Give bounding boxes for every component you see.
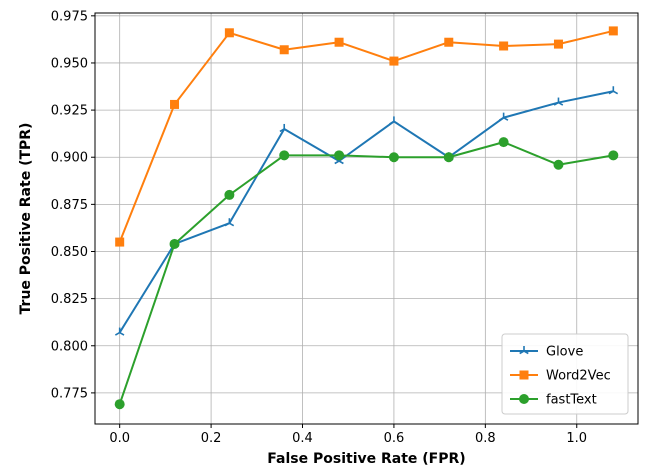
legend-label: fastText	[546, 393, 597, 408]
y-tick-label: 0.925	[51, 104, 88, 119]
legend-label: Glove	[546, 345, 583, 360]
data-point	[444, 37, 454, 47]
y-axis-label: True Positive Rate (TPR)	[18, 123, 34, 315]
data-point	[499, 41, 509, 51]
legend-marker	[519, 370, 529, 380]
ticks: 0.0 0.2 0.4 0.6 0.8 1.0 0.775 0.800 0.825 0.850 0.…	[51, 9, 587, 446]
legend-item: Glove	[510, 345, 583, 360]
data-point	[114, 399, 125, 410]
y-tick-label: 0.900	[51, 151, 88, 166]
data-point	[553, 39, 563, 49]
data-point	[279, 45, 289, 55]
legend-marker	[519, 394, 529, 404]
y-tick-label: 0.975	[51, 9, 88, 24]
data-point	[170, 99, 180, 109]
data-point	[224, 28, 234, 38]
data-point	[389, 116, 399, 125]
x-tick-label: 0.0	[109, 431, 130, 446]
data-point	[224, 218, 235, 227]
series-fasttext	[114, 137, 619, 410]
y-tick-label: 0.800	[51, 339, 88, 354]
data-point	[608, 86, 619, 95]
series-line	[118, 141, 614, 405]
series-layer	[114, 26, 619, 410]
y-tick-label: 0.950	[51, 56, 88, 71]
series-line	[118, 29, 614, 243]
data-point	[334, 37, 344, 47]
data-point	[334, 150, 345, 161]
legend-item: Word2Vec	[510, 369, 611, 384]
data-point	[608, 26, 618, 36]
data-point	[498, 137, 509, 148]
data-point	[224, 189, 235, 200]
series-line	[118, 90, 614, 334]
legend-item: fastText	[510, 393, 597, 408]
x-tick-label: 0.8	[475, 431, 496, 446]
data-point	[279, 150, 290, 161]
plot-frame	[94, 12, 639, 425]
y-tick-label: 0.775	[51, 386, 88, 401]
data-point	[115, 237, 125, 247]
x-tick-label: 0.6	[384, 431, 405, 446]
y-tick-label: 0.825	[51, 292, 88, 307]
data-point	[114, 327, 125, 336]
x-axis-label: False Positive Rate (FPR)	[267, 451, 465, 467]
y-tick-label: 0.850	[51, 245, 88, 260]
y-tick-label: 0.875	[51, 198, 88, 213]
data-point	[169, 238, 180, 249]
grid	[95, 13, 638, 424]
data-point	[279, 123, 289, 133]
data-point	[443, 152, 454, 163]
data-point	[553, 159, 564, 170]
data-point	[553, 97, 564, 106]
data-point	[388, 152, 399, 163]
x-tick-label: 1.0	[566, 431, 587, 446]
series-word2vec	[115, 26, 618, 247]
x-tick-label: 0.2	[201, 431, 222, 446]
legend-label: Word2Vec	[546, 369, 611, 384]
data-point	[389, 56, 399, 66]
legend-box	[501, 333, 629, 415]
legend: Glove Word2Vec fastText	[501, 333, 629, 415]
x-tick-label: 0.4	[292, 431, 313, 446]
series-glove	[114, 86, 619, 336]
data-point	[608, 150, 619, 161]
data-point	[498, 112, 509, 121]
legend-marker	[519, 346, 529, 355]
